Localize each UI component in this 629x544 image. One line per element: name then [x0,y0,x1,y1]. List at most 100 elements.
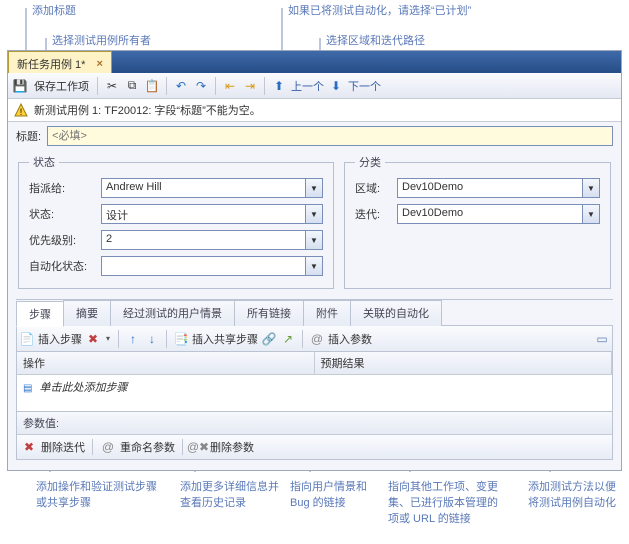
indent-left-icon[interactable]: ⇤ [222,78,238,94]
insert-step-icon[interactable]: 📄 [19,331,35,347]
prev-arrow-icon[interactable]: ⬆ [271,78,287,94]
toolbar-sep [264,77,265,95]
cut-icon[interactable]: ✂ [104,78,120,94]
toolbar-sep [166,330,167,348]
chevron-down-icon[interactable]: ▼ [305,205,322,223]
toolbar-sep [215,77,216,95]
save-icon[interactable]: 💾 [12,78,28,94]
validation-warning: ! 新测试用例 1: TF20012: 字段“标题”不能为空。 [8,99,621,122]
automation-status-combo[interactable]: ▼ [101,256,323,276]
detail-tabs: 步骤 摘要 经过测试的用户情景 所有链接 附件 关联的自动化 [16,299,613,326]
iteration-value: Dev10Demo [398,205,582,223]
next-arrow-icon[interactable]: ⬇ [328,78,344,94]
tab-attachments[interactable]: 附件 [303,300,351,326]
indent-right-icon[interactable]: ⇥ [242,78,258,94]
annotation-add-detail: 添加更多详细信息并查看历史记录 [180,478,280,510]
chevron-down-icon[interactable]: ▼ [305,179,322,197]
document-tabstrip: 新任务用例 1* × [8,51,621,73]
annotation-add-steps: 添加操作和验证测试步骤或共享步骤 [36,478,166,510]
tabstrip-bg [112,51,621,72]
toolbar-sep [182,439,183,455]
priority-value: 2 [102,231,305,249]
assigned-to-value: Andrew Hill [102,179,305,197]
tab-summary[interactable]: 摘要 [63,300,111,326]
close-icon[interactable]: × [96,58,102,70]
col-action[interactable]: 操作 [17,352,315,374]
insert-param-button[interactable]: 插入参数 [328,331,372,347]
svg-text:!: ! [20,107,23,117]
delete-step-icon[interactable]: ✖ [85,331,101,347]
move-up-icon[interactable]: ↑ [125,331,141,347]
annotation-select-owner: 选择测试用例所有者 [52,32,151,48]
state-value: 设计 [102,205,305,223]
col-expected[interactable]: 预期结果 [315,352,613,374]
delete-step-drop[interactable]: ▾ [104,334,112,343]
annotation-link-story-bug: 指向用户情景和 Bug 的链接 [290,478,380,510]
category-group: 分类 区域: Dev10Demo ▼ 迭代: Dev10Demo ▼ [344,154,611,289]
delete-iteration-icon[interactable]: ✖ [21,439,37,455]
shared-misc-icon[interactable]: 🔗 [261,331,277,347]
title-row: 标题: [8,122,621,150]
chevron-down-icon[interactable]: ▼ [305,231,322,249]
add-step-placeholder[interactable]: 单击此处添加步骤 [40,382,128,394]
document-tab-title: 新任务用例 1* [17,56,85,72]
toolbar-sep [118,330,119,348]
chevron-down-icon[interactable]: ▼ [582,179,599,197]
steps-toolbar: 📄 插入步骤 ✖ ▾ ↑ ↓ 📑 插入共享步骤 🔗 ↗ @ 插入参数 ▭ [16,326,613,352]
next-button[interactable]: 下一个 [348,78,381,94]
iteration-label: 迭代: [355,206,397,222]
area-combo[interactable]: Dev10Demo ▼ [397,178,600,198]
toolbar-sep [97,77,98,95]
state-label: 状态: [29,206,101,222]
toolbar-sep [92,439,93,455]
priority-combo[interactable]: 2 ▼ [101,230,323,250]
title-label: 标题: [16,128,41,144]
tab-tested-stories[interactable]: 经过测试的用户情景 [110,300,235,326]
undo-icon[interactable]: ↶ [173,78,189,94]
document-tab[interactable]: 新任务用例 1* × [8,51,112,73]
title-input[interactable] [47,126,613,146]
prev-button[interactable]: 上一个 [291,78,324,94]
new-step-icon: ▤ [23,383,32,394]
steps-grid-header: 操作 预期结果 [17,352,612,375]
chevron-down-icon[interactable]: ▼ [305,257,322,275]
chevron-down-icon[interactable]: ▼ [582,205,599,223]
work-item-window: 新任务用例 1* × 💾 保存工作项 ✂ ⧉ 📋 ↶ ↷ ⇤ ⇥ ⬆ 上一个 ⬇… [7,50,622,471]
rename-param-icon[interactable]: @ [100,439,116,455]
paste-icon[interactable]: 📋 [144,78,160,94]
area-label: 区域: [355,180,397,196]
tab-related-automation[interactable]: 关联的自动化 [350,300,442,326]
state-combo[interactable]: 设计 ▼ [101,204,323,224]
toolbar-sep [166,77,167,95]
move-down-icon[interactable]: ↓ [144,331,160,347]
category-legend: 分类 [355,154,385,170]
insert-shared-button[interactable]: 插入共享步骤 [192,331,258,347]
rename-param-button[interactable]: 重命名参数 [120,439,175,455]
param-values-label: 参数值: [17,412,612,435]
steps-grid-body[interactable]: ▤ 单击此处添加步骤 [17,375,612,411]
tab-pad [441,300,613,326]
toolbar-sep [302,330,303,348]
iteration-combo[interactable]: Dev10Demo ▼ [397,204,600,224]
delete-param-icon[interactable]: @✖ [190,439,206,455]
save-button[interactable]: 保存工作项 [32,78,91,94]
copy-icon[interactable]: ⧉ [124,78,140,94]
warning-text: 新测试用例 1: TF20012: 字段“标题”不能为空。 [34,102,261,118]
automation-status-value [102,257,305,275]
assigned-to-combo[interactable]: Andrew Hill ▼ [101,178,323,198]
insert-param-icon[interactable]: @ [309,331,325,347]
expand-icon[interactable]: ▭ [594,331,610,347]
redo-icon[interactable]: ↷ [193,78,209,94]
delete-iteration-button[interactable]: 删除迭代 [41,439,85,455]
status-legend: 状态 [29,154,59,170]
annotation-choose-planned: 如果已将测试自动化，请选择“已计划” [288,2,471,18]
insert-shared-icon[interactable]: 📑 [173,331,189,347]
assigned-to-label: 指派给: [29,180,101,196]
tab-all-links[interactable]: 所有链接 [234,300,304,326]
annotation-add-automation: 添加测试方法以便将测试用例自动化 [528,478,618,510]
delete-param-button[interactable]: 删除参数 [210,439,254,455]
tab-steps[interactable]: 步骤 [16,301,64,327]
status-group: 状态 指派给: Andrew Hill ▼ 状态: 设计 ▼ 优先级别: 2 [18,154,334,289]
shared-open-icon[interactable]: ↗ [280,331,296,347]
insert-step-button[interactable]: 插入步骤 [38,331,82,347]
